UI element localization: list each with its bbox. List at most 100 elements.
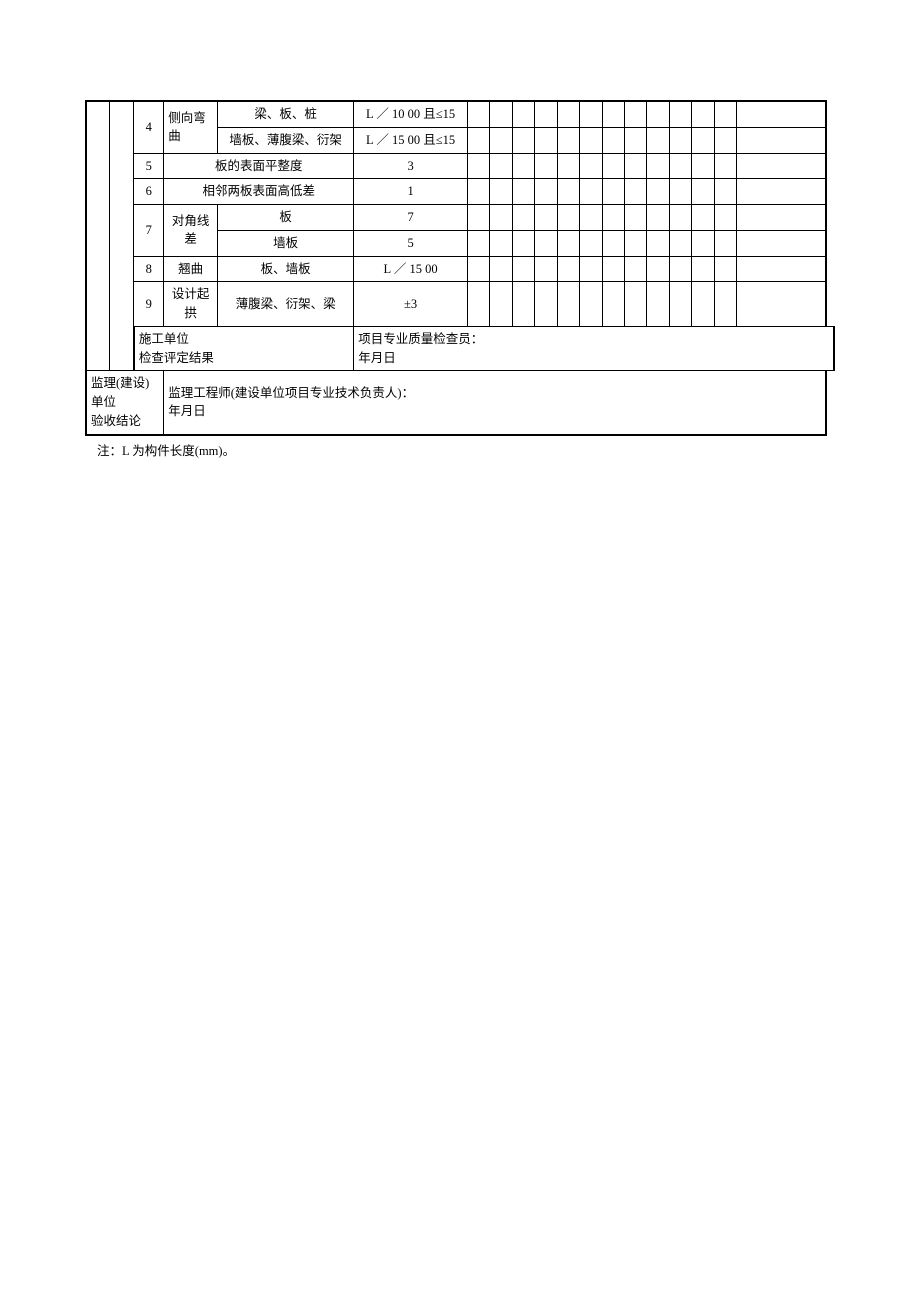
blank-cell bbox=[737, 282, 827, 327]
blank-cell bbox=[467, 205, 489, 231]
blank-cell bbox=[647, 230, 669, 256]
spec-cell: 3 bbox=[354, 153, 468, 179]
blank-cell bbox=[557, 101, 579, 127]
footer-label-line1: 监理(建设)单位 bbox=[91, 376, 149, 409]
row-num: 6 bbox=[134, 179, 164, 205]
blank-cell bbox=[714, 101, 736, 127]
blank-cell bbox=[624, 282, 646, 327]
footer-label: 施工单位 检查评定结果 bbox=[134, 326, 354, 371]
group-label: 对角线差 bbox=[164, 205, 218, 257]
blank-cell bbox=[535, 205, 557, 231]
footer-label-line2: 检查评定结果 bbox=[139, 351, 214, 365]
blank-cell bbox=[624, 179, 646, 205]
footer-label: 监理(建设)单位 验收结论 bbox=[86, 371, 164, 435]
table-row: 6 相邻两板表面高低差 1 bbox=[86, 179, 834, 205]
blank-cell bbox=[692, 230, 714, 256]
blank-cell bbox=[737, 153, 827, 179]
blank-cell bbox=[512, 127, 534, 153]
blank-cell bbox=[624, 153, 646, 179]
table-row: 4 侧向弯曲 梁、板、桩 L ／ 10 00 且≤15 bbox=[86, 101, 834, 127]
blank-cell bbox=[692, 205, 714, 231]
spec-cell: 5 bbox=[354, 230, 468, 256]
blank-cell bbox=[86, 101, 110, 371]
blank-cell bbox=[602, 127, 624, 153]
blank-cell bbox=[490, 256, 512, 282]
blank-cell bbox=[512, 101, 534, 127]
item-cell: 墙板、薄腹梁、衍架 bbox=[218, 127, 354, 153]
item-cell: 梁、板、桩 bbox=[218, 101, 354, 127]
spec-cell: L ／ 10 00 且≤15 bbox=[354, 101, 468, 127]
blank-cell bbox=[490, 127, 512, 153]
blank-cell bbox=[714, 205, 736, 231]
blank-cell bbox=[692, 101, 714, 127]
blank-cell bbox=[737, 127, 827, 153]
blank-cell bbox=[624, 230, 646, 256]
blank-cell bbox=[602, 205, 624, 231]
blank-cell bbox=[535, 230, 557, 256]
row-num: 9 bbox=[134, 282, 164, 327]
blank-cell bbox=[557, 205, 579, 231]
blank-cell bbox=[580, 205, 602, 231]
blank-cell bbox=[669, 230, 691, 256]
blank-cell bbox=[557, 179, 579, 205]
spec-cell: L ／ 15 00 且≤15 bbox=[354, 127, 468, 153]
blank-cell bbox=[110, 101, 134, 371]
blank-cell bbox=[647, 256, 669, 282]
blank-cell bbox=[467, 256, 489, 282]
blank-cell bbox=[602, 256, 624, 282]
spec-cell: ±3 bbox=[354, 282, 468, 327]
row-num: 5 bbox=[134, 153, 164, 179]
blank-cell bbox=[467, 101, 489, 127]
blank-cell bbox=[714, 282, 736, 327]
blank-cell bbox=[557, 282, 579, 327]
blank-cell bbox=[692, 256, 714, 282]
blank-cell bbox=[602, 179, 624, 205]
table-row: 9 设计起拱 薄腹梁、衍架、梁 ±3 bbox=[86, 282, 834, 327]
blank-cell bbox=[602, 230, 624, 256]
blank-cell bbox=[647, 127, 669, 153]
blank-cell bbox=[512, 230, 534, 256]
blank-cell bbox=[624, 101, 646, 127]
blank-cell bbox=[602, 101, 624, 127]
row-num: 7 bbox=[134, 205, 164, 257]
blank-cell bbox=[714, 153, 736, 179]
inspection-table: 4 侧向弯曲 梁、板、桩 L ／ 10 00 且≤15 墙板、薄腹梁、衍架 L … bbox=[85, 100, 835, 436]
blank-cell bbox=[669, 282, 691, 327]
blank-cell bbox=[512, 153, 534, 179]
footer-content-line2: 年月日 bbox=[358, 351, 396, 365]
blank-cell bbox=[512, 179, 534, 205]
blank-cell bbox=[512, 256, 534, 282]
footer-label-line1: 施工单位 bbox=[139, 332, 189, 346]
blank-cell bbox=[669, 153, 691, 179]
blank-cell bbox=[737, 230, 827, 256]
item-cell: 板 bbox=[218, 205, 354, 231]
spec-cell: L ／ 15 00 bbox=[354, 256, 468, 282]
blank-cell bbox=[692, 179, 714, 205]
footer-content-line1: 项目专业质量检查员： bbox=[358, 332, 483, 346]
blank-cell bbox=[535, 101, 557, 127]
item-cell: 薄腹梁、衍架、梁 bbox=[218, 282, 354, 327]
blank-cell bbox=[647, 153, 669, 179]
blank-cell bbox=[535, 256, 557, 282]
blank-cell bbox=[557, 153, 579, 179]
blank-cell bbox=[669, 256, 691, 282]
blank-cell bbox=[580, 282, 602, 327]
blank-cell bbox=[490, 153, 512, 179]
blank-cell bbox=[602, 282, 624, 327]
footer-row: 施工单位 检查评定结果 项目专业质量检查员： 年月日 bbox=[86, 326, 834, 371]
blank-cell bbox=[535, 179, 557, 205]
blank-cell bbox=[669, 127, 691, 153]
blank-cell bbox=[557, 230, 579, 256]
page-container: 4 侧向弯曲 梁、板、桩 L ／ 10 00 且≤15 墙板、薄腹梁、衍架 L … bbox=[85, 100, 835, 459]
blank-cell bbox=[737, 179, 827, 205]
row-num: 8 bbox=[134, 256, 164, 282]
blank-cell bbox=[535, 153, 557, 179]
blank-cell bbox=[737, 101, 827, 127]
item-cell: 板的表面平整度 bbox=[164, 153, 354, 179]
item-cell: 板、墙板 bbox=[218, 256, 354, 282]
blank-cell bbox=[692, 127, 714, 153]
blank-cell bbox=[467, 127, 489, 153]
blank-cell bbox=[490, 282, 512, 327]
blank-cell bbox=[692, 282, 714, 327]
table-row: 7 对角线差 板 7 bbox=[86, 205, 834, 231]
